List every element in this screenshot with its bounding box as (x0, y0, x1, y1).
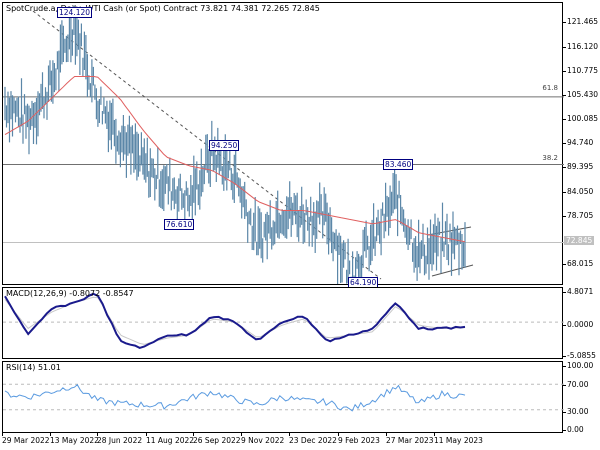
y-tick: 116.120 (561, 42, 599, 51)
symbol-label: SpotCrude.a, Daily: (6, 4, 84, 13)
annotation-94250[interactable]: 94.250 (209, 140, 240, 151)
macd-pane[interactable]: MACD(12,26,9) -0.8072 -0.8547 (2, 287, 564, 359)
macd-y-tick: 0.0000 (561, 320, 594, 329)
annotation-high[interactable]: 124.120 (57, 7, 93, 18)
ohlc-values: 73.821 74.381 72.265 72.845 (200, 4, 320, 13)
rsi-y-tick: 100.00 (561, 361, 594, 370)
rsi-y-tick: 70.00 (561, 380, 589, 389)
x-tick: 26 Sep 2022 (193, 432, 241, 445)
chart-header: SpotCrude.a, Daily: WTI Cash (or Spot) C… (6, 4, 320, 13)
rsi-y-tick: 0.00 (562, 425, 584, 434)
y-tick: 100.085 (561, 114, 599, 123)
macd-y-tick: 4.8071 (561, 287, 594, 296)
description-label: WTI Cash (or Spot) Contract (85, 4, 198, 13)
x-tick: 28 Jun 2022 (97, 432, 143, 445)
last-price-tag: 72.845 (564, 236, 595, 245)
x-tick: 23 Dec 2022 (289, 432, 337, 445)
rsi-pane[interactable]: RSI(14) 51.01 (2, 361, 564, 433)
x-tick: 9 Nov 2022 (241, 432, 285, 445)
macd-title: MACD(12,26,9) -0.8072 -0.8547 (6, 289, 134, 298)
annotation-83460[interactable]: 83.460 (383, 159, 414, 170)
annotation-76610[interactable]: 76.610 (164, 219, 195, 230)
price-plot (3, 5, 564, 286)
x-tick: 11 Aug 2022 (146, 432, 195, 445)
x-tick: 9 Feb 2023 (338, 432, 380, 445)
x-tick: 11 May 2023 (434, 432, 483, 445)
y-tick: 110.775 (561, 66, 599, 75)
rsi-y-tick: 30.00 (561, 407, 589, 416)
rsi-plot (3, 383, 564, 412)
y-tick: 105.430 (561, 90, 599, 99)
macd-y-tick: -5.0855 (562, 351, 596, 360)
rsi-title: RSI(14) 51.01 (6, 363, 61, 372)
y-tick: 78.705 (561, 211, 594, 220)
macd-plot (3, 292, 564, 349)
x-tick: 29 Mar 2022 (2, 432, 50, 445)
y-tick: 94.740 (561, 138, 594, 147)
y-tick: 84.050 (561, 187, 594, 196)
price-pane[interactable]: SpotCrude.a, Daily: WTI Cash (or Spot) C… (2, 2, 564, 288)
x-tick: 27 Mar 2023 (386, 432, 434, 445)
fib-label-618: 61.8 (542, 84, 558, 92)
x-tick: 13 May 2022 (50, 432, 99, 445)
y-tick: 89.395 (561, 162, 594, 171)
fib-label-382: 38.2 (542, 154, 558, 162)
y-tick: 68.015 (561, 259, 594, 268)
y-tick: 121.465 (561, 17, 599, 26)
